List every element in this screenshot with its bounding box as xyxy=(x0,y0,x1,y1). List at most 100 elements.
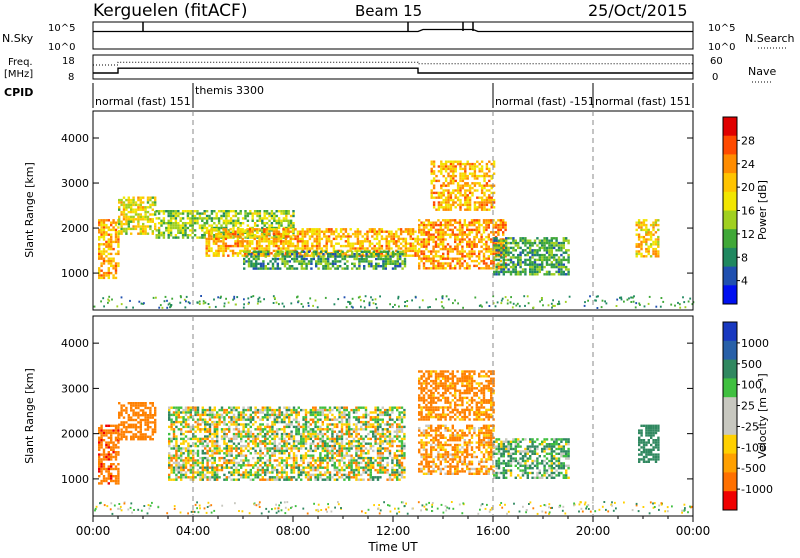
pow-echo-cell-7 xyxy=(529,266,531,268)
pow-echo-cell-4 xyxy=(320,251,322,253)
pow-echo-cell-2 xyxy=(264,222,266,224)
pow-echo-cell-2 xyxy=(285,215,287,217)
pow-echo-cell-5 xyxy=(435,265,437,267)
pow-echo-cell-5 xyxy=(447,224,449,226)
vel-echo-cell-2 xyxy=(216,438,218,440)
pow-ground-speckle xyxy=(243,298,245,300)
pow-echo-cell-1 xyxy=(130,221,132,223)
pow-ground-speckle xyxy=(373,302,375,304)
pow-echo-cell-4 xyxy=(385,260,387,262)
pow-echo-cell-7 xyxy=(567,268,569,270)
pow-echo-cell-4 xyxy=(262,263,264,265)
vel-echo-cell-2 xyxy=(190,476,192,478)
pow-echo-cell-6 xyxy=(481,209,483,211)
pow-echo-cell-6 xyxy=(474,201,476,203)
vel-echo-cell-2 xyxy=(194,445,196,447)
pow-echo-cell-5 xyxy=(466,241,468,243)
vel-echo-cell-1 xyxy=(140,421,142,423)
pow-echo-cell-4 xyxy=(334,267,336,269)
vel-echo-cell-2 xyxy=(175,407,177,409)
pow-echo-cell-7 xyxy=(558,249,560,251)
pow-echo-cell-6 xyxy=(452,180,454,182)
vel-echo-cell-2 xyxy=(262,452,264,454)
vel-echo-cell-2 xyxy=(252,438,254,440)
pow-echo-cell-4 xyxy=(296,258,298,260)
vel-echo-cell-2 xyxy=(250,409,252,411)
vel-echo-cell-2 xyxy=(228,438,230,440)
vel-echo-cell-2 xyxy=(271,467,273,469)
pow-echo-cell-8 xyxy=(645,241,647,243)
vel-echo-cell-2 xyxy=(254,438,256,440)
vel-echo-cell-0 xyxy=(110,473,112,475)
vel-echo-cell-0 xyxy=(117,477,119,479)
pow-echo-cell-3 xyxy=(383,231,385,233)
vel-echo-cell-0 xyxy=(100,465,102,467)
pow-echo-cell-4 xyxy=(373,255,375,257)
pow-echo-cell-7 xyxy=(560,271,562,273)
pow-echo-cell-3 xyxy=(210,231,212,233)
pow-echo-cell-6 xyxy=(474,206,476,208)
pow-echo-cell-5 xyxy=(471,246,473,248)
pow-echo-cell-3 xyxy=(354,247,356,249)
pow-echo-cell-3 xyxy=(347,243,349,245)
vel-echo-cell-1 xyxy=(137,404,139,406)
pow-echo-cell-3 xyxy=(261,255,263,257)
pow-echo-cell-5 xyxy=(428,222,430,224)
vel-echo-cell-1 xyxy=(140,409,142,411)
pow-echo-cell-0 xyxy=(98,229,100,231)
pow-echo-cell-7 xyxy=(505,237,507,239)
vel-echo-cell-2 xyxy=(170,471,172,473)
pow-echo-cell-3 xyxy=(314,245,316,247)
pow-echo-cell-6 xyxy=(457,163,459,165)
pow-echo-cell-6 xyxy=(469,163,471,165)
vel-echo-cell-2 xyxy=(216,450,218,452)
pow-echo-cell-6 xyxy=(431,180,433,182)
pow-echo-cell-3 xyxy=(378,233,380,235)
vel-echo-cell-2 xyxy=(228,416,230,418)
pow-echo-cell-5 xyxy=(456,243,458,245)
pow-echo-cell-4 xyxy=(322,253,324,255)
vel-echo-cell-2 xyxy=(278,407,280,409)
vel-echo-cell-2 xyxy=(247,409,249,411)
pow-echo-cell-2 xyxy=(228,212,230,214)
vel-echo-cell-2 xyxy=(281,440,283,442)
pow-echo-cell-3 xyxy=(280,235,282,237)
vel-echo-cell-2 xyxy=(238,419,240,421)
pow-echo-cell-4 xyxy=(358,263,360,265)
pow-echo-cell-3 xyxy=(234,252,236,254)
pow-echo-cell-4 xyxy=(260,251,262,253)
vel-echo-cell-2 xyxy=(180,416,182,418)
vel-echo-cell-2 xyxy=(178,445,180,447)
pow-echo-cell-3 xyxy=(297,245,299,247)
pow-echo-cell-4 xyxy=(339,255,341,257)
vel-echo-cell-2 xyxy=(240,476,242,478)
pow-echo-cell-1 xyxy=(142,201,144,203)
pow-echo-cell-2 xyxy=(256,212,258,214)
pow-echo-cell-2 xyxy=(232,222,234,224)
pow-echo-cell-4 xyxy=(385,267,387,269)
pow-echo-cell-0 xyxy=(100,270,102,272)
pow-echo-cell-2 xyxy=(194,220,196,222)
pow-echo-cell-7 xyxy=(531,252,533,254)
pow-echo-cell-4 xyxy=(277,265,279,267)
pow-echo-cell-4 xyxy=(325,265,327,267)
pow-echo-cell-0 xyxy=(98,246,100,248)
pow-echo-cell-3 xyxy=(340,231,342,233)
vel-echo-cell-2 xyxy=(202,414,204,416)
pow-echo-cell-0 xyxy=(115,238,117,240)
vel-echo-cell-2 xyxy=(283,419,285,421)
pow-echo-cell-2 xyxy=(189,234,191,236)
pow-echo-cell-6 xyxy=(431,168,433,170)
pow-echo-cell-2 xyxy=(278,227,280,229)
pow-echo-cell-5 xyxy=(483,248,485,250)
vel-echo-cell-2 xyxy=(264,443,266,445)
pow-echo-cell-4 xyxy=(397,253,399,255)
vel-echo-cell-2 xyxy=(211,440,213,442)
vel-echo-cell-2 xyxy=(190,445,192,447)
pow-ground-speckle xyxy=(528,302,530,304)
vel-echo-cell-2 xyxy=(286,443,288,445)
vel-echo-cell-2 xyxy=(202,462,204,464)
pow-echo-cell-2 xyxy=(271,222,273,224)
pow-echo-cell-3 xyxy=(239,250,241,252)
vel-echo-cell-0 xyxy=(105,434,107,436)
